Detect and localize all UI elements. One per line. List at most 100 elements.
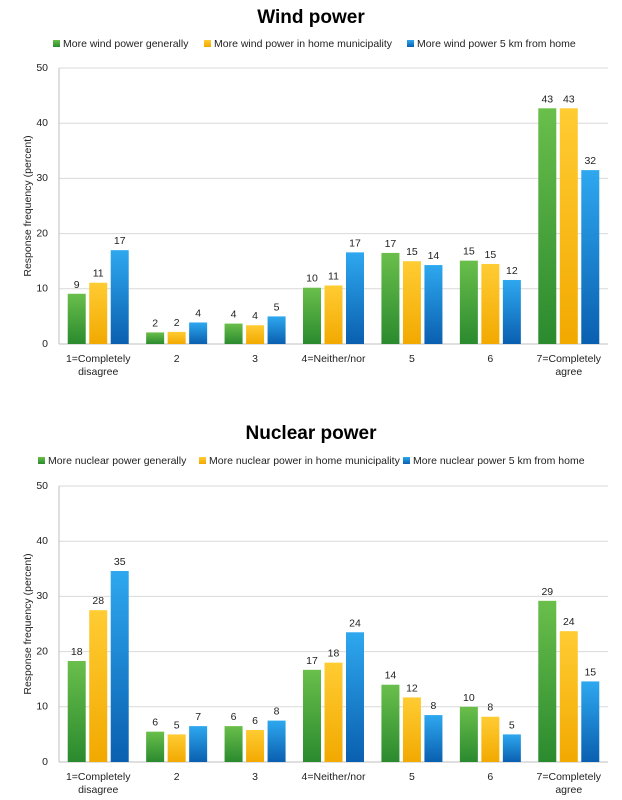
data-label: 11 (328, 270, 339, 282)
data-label: 17 (349, 237, 361, 249)
data-label: 17 (385, 238, 397, 250)
bar-1-cat-6 (459, 260, 478, 344)
data-label: 12 (406, 682, 418, 694)
bar-2-cat-5 (402, 261, 421, 344)
data-label: 15 (406, 246, 418, 258)
bar-1-cat-1 (67, 660, 86, 762)
data-label: 17 (306, 655, 318, 667)
x-tick-label: 2 (174, 771, 180, 783)
chart-title: Wind power (257, 7, 365, 28)
data-label: 28 (92, 595, 104, 607)
data-label: 6 (252, 715, 258, 727)
y-tick-label: 20 (36, 645, 48, 657)
bar-2-cat-4 (324, 662, 343, 762)
x-tick-label: disagree (78, 366, 118, 378)
x-tick-label: 2 (174, 353, 180, 365)
bar-3-cat-6 (502, 279, 521, 344)
data-label: 18 (328, 648, 340, 660)
bar-1-cat-3 (224, 323, 243, 344)
legend-swatch-2 (204, 40, 211, 47)
nuclear-power-chart: Nuclear power More nuclear power generall… (22, 423, 608, 796)
bar-2-cat-4 (324, 285, 343, 344)
data-label: 8 (487, 702, 493, 714)
x-tick-label: 4=Neither/nor (302, 353, 366, 365)
bar-2-cat-7 (559, 631, 578, 762)
bar-1-cat-2 (146, 731, 165, 762)
data-label: 43 (563, 93, 575, 105)
legend-label-2: More nuclear power in home municipality (209, 455, 401, 467)
data-label: 29 (541, 586, 553, 598)
bar-3-cat-1 (110, 571, 129, 762)
legend-swatch-2 (199, 457, 206, 464)
data-label: 24 (563, 616, 575, 628)
x-tick-label: 1=Completely (66, 771, 131, 783)
bar-3-cat-1 (110, 250, 129, 344)
bar-1-cat-3 (224, 726, 243, 762)
bar-3-cat-7 (581, 170, 600, 344)
data-label: 17 (114, 235, 126, 247)
y-tick-label: 20 (36, 227, 48, 239)
data-label: 4 (195, 307, 201, 319)
x-tick-label: 6 (487, 771, 493, 783)
bar-2-cat-2 (167, 734, 186, 762)
data-label: 6 (152, 717, 158, 729)
x-tick-label: 7=Completely (537, 353, 602, 365)
y-tick-label: 50 (36, 480, 48, 492)
x-tick-label: agree (555, 784, 582, 796)
data-label: 6 (231, 711, 237, 723)
legend-label-3: More wind power 5 km from home (417, 38, 576, 50)
y-tick-label: 30 (36, 590, 48, 602)
data-label: 14 (428, 250, 440, 262)
data-label: 9 (74, 279, 80, 291)
y-tick-label: 0 (42, 756, 48, 768)
bar-3-cat-3 (267, 720, 286, 762)
legend-swatch-3 (403, 457, 410, 464)
bar-1-cat-5 (381, 252, 400, 344)
bar-1-cat-7 (538, 600, 557, 762)
bar-1-cat-4 (303, 669, 321, 762)
data-label: 15 (463, 246, 475, 258)
legend-label-2: More wind power in home municipality (214, 38, 393, 50)
bar-3-cat-4 (346, 252, 364, 344)
y-axis-label: Response frequency (percent) (22, 553, 34, 694)
y-tick-label: 0 (42, 338, 48, 350)
x-tick-label: 3 (252, 771, 258, 783)
x-tick-label: 5 (409, 771, 415, 783)
data-label: 5 (509, 719, 515, 731)
data-label: 10 (306, 273, 318, 285)
data-label: 11 (93, 268, 104, 280)
data-label: 43 (541, 93, 553, 105)
bar-2-cat-6 (481, 716, 500, 762)
bar-2-cat-1 (89, 610, 108, 762)
y-tick-label: 40 (36, 117, 48, 129)
data-label: 5 (274, 301, 280, 313)
x-tick-label: disagree (78, 784, 118, 796)
chart-title: Nuclear power (246, 423, 378, 444)
legend-label-1: More nuclear power generally (48, 455, 187, 467)
data-label: 32 (584, 155, 596, 167)
data-label: 4 (252, 310, 258, 322)
bar-1-cat-2 (146, 332, 165, 344)
x-tick-label: 1=Completely (66, 353, 131, 365)
data-label: 18 (71, 646, 83, 658)
data-label: 24 (349, 617, 361, 629)
legend-swatch-3 (407, 40, 414, 47)
bar-1-cat-5 (381, 684, 400, 762)
bar-2-cat-6 (481, 263, 500, 344)
bar-3-cat-6 (502, 734, 521, 762)
bar-2-cat-1 (89, 282, 108, 344)
bar-2-cat-7 (559, 108, 578, 345)
bar-2-cat-5 (402, 697, 421, 762)
bar-1-cat-6 (459, 706, 478, 762)
data-label: 15 (485, 249, 497, 261)
bar-2-cat-3 (246, 325, 265, 344)
data-label: 35 (114, 556, 126, 568)
data-label: 14 (385, 670, 397, 682)
data-label: 12 (506, 265, 518, 277)
x-tick-label: 7=Completely (537, 771, 602, 783)
y-tick-label: 50 (36, 62, 48, 74)
data-label: 4 (231, 309, 237, 321)
x-tick-label: agree (555, 366, 582, 378)
bar-1-cat-7 (538, 108, 557, 345)
